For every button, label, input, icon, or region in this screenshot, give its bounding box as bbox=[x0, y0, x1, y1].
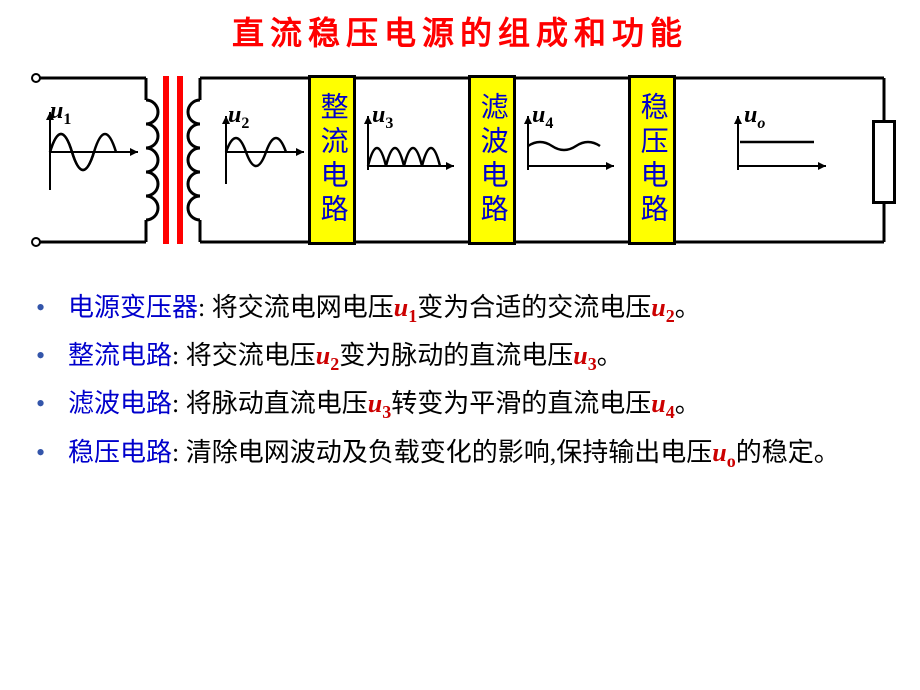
var-u4: u4 bbox=[651, 389, 674, 418]
var-u3b: u3 bbox=[368, 389, 391, 418]
term-transformer: 电源变压器 bbox=[68, 293, 198, 322]
term-filter: 滤波电路 bbox=[68, 389, 172, 418]
load-resistor bbox=[872, 120, 896, 204]
label-u1: u1 bbox=[50, 98, 71, 129]
bullet-rectifier: • 整流电路: 将交流电压u2变为脉动的直流电压u3。 bbox=[28, 336, 872, 378]
var-u2b: u2 bbox=[316, 341, 339, 370]
bullet-dot-icon: • bbox=[28, 288, 68, 330]
var-uo: uo bbox=[712, 438, 735, 467]
label-u4: u4 bbox=[532, 102, 553, 133]
block-filter-text: 滤波电路 bbox=[472, 92, 511, 228]
label-u3: u3 bbox=[372, 102, 393, 133]
var-u1: u1 bbox=[394, 293, 417, 322]
bullet-filter: • 滤波电路: 将脉动直流电压u3转变为平滑的直流电压u4。 bbox=[28, 384, 872, 426]
block-rectifier: 整流电路 bbox=[308, 75, 356, 245]
bullet-dot-icon: • bbox=[28, 384, 68, 426]
page-title: 直流稳压电源的组成和功能 bbox=[0, 0, 920, 60]
bullet-regulator: • 稳压电路: 清除电网波动及负载变化的影响,保持输出电压uo的稳定。 bbox=[28, 433, 872, 475]
bullet-dot-icon: • bbox=[28, 336, 68, 378]
var-u2: u2 bbox=[651, 293, 674, 322]
block-regulator-text: 稳压电路 bbox=[632, 92, 671, 228]
bullet-transformer: • 电源变压器: 将交流电网电压u1变为合适的交流电压u2。 bbox=[28, 288, 872, 330]
bullet-dot-icon: • bbox=[28, 433, 68, 475]
var-u3: u3 bbox=[573, 341, 596, 370]
block-regulator: 稳压电路 bbox=[628, 75, 676, 245]
label-u2: u2 bbox=[228, 102, 249, 133]
block-rectifier-text: 整流电路 bbox=[312, 92, 351, 228]
circuit-wires bbox=[18, 60, 908, 260]
bullet-list: • 电源变压器: 将交流电网电压u1变为合适的交流电压u2。 • 整流电路: 将… bbox=[28, 288, 872, 475]
block-filter: 滤波电路 bbox=[468, 75, 516, 245]
term-rectifier: 整流电路 bbox=[68, 341, 172, 370]
label-uo: uo bbox=[744, 102, 765, 133]
term-regulator: 稳压电路 bbox=[68, 438, 172, 467]
circuit-diagram: u1 u2 u3 u4 uo 整流电路 滤波电路 稳压电路 bbox=[18, 60, 908, 260]
